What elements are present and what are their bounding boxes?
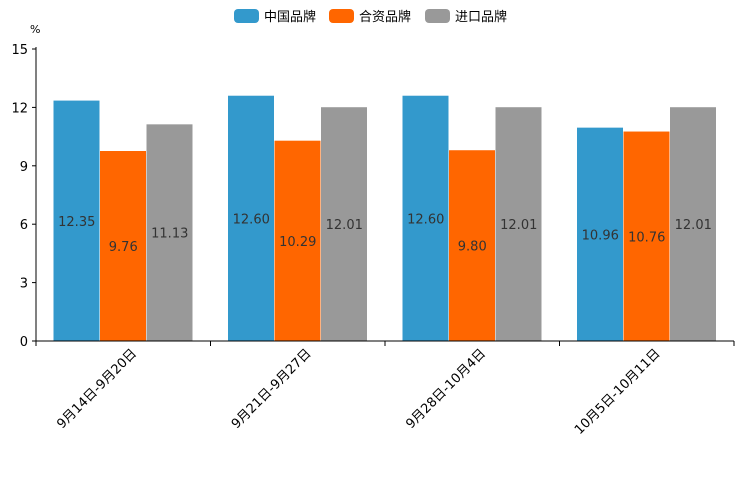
x-category-label: 9月21日-9月27日	[229, 346, 315, 432]
data-label: 12.60	[233, 212, 270, 227]
bar	[321, 107, 367, 342]
legend-swatch	[234, 9, 259, 23]
data-label: 10.29	[279, 235, 316, 250]
data-label: 12.60	[407, 212, 444, 227]
data-label: 12.01	[675, 218, 712, 233]
y-tick-label: 15	[11, 43, 28, 58]
data-label: 12.35	[58, 215, 95, 230]
legend: 中国品牌 合资品牌 进口品牌	[234, 9, 507, 25]
bar	[146, 124, 193, 341]
data-label: 11.13	[151, 227, 188, 242]
bar	[274, 140, 321, 341]
y-axis-unit: %	[30, 23, 40, 36]
bar	[402, 95, 449, 341]
x-axis: 9月14日-9月20日 9月21日-9月27日 9月28日-10月4日 10月5日-1…	[35, 340, 735, 438]
y-tick-label: 6	[20, 218, 28, 233]
legend-label: 中国品牌	[264, 9, 316, 25]
legend-swatch	[329, 9, 354, 23]
legend-item: 中国品牌	[234, 9, 316, 25]
data-label: 9.76	[109, 240, 138, 255]
bar	[449, 150, 495, 341]
y-tick-label: 9	[20, 160, 28, 175]
bar	[100, 151, 146, 341]
bar	[228, 95, 274, 341]
y-tick-label: 12	[11, 101, 28, 116]
x-category-label: 10月5日-10月11日	[572, 346, 664, 438]
bar	[495, 107, 542, 342]
data-label: 9.80	[458, 240, 487, 255]
bars: 12.35 9.76 11.13 12.60 10.29 12.01 12.60 9.80 12…	[53, 95, 716, 342]
data-label: 12.01	[500, 218, 537, 233]
x-category-label: 9月14日-9月20日	[54, 346, 140, 432]
legend-swatch	[425, 9, 450, 23]
bar	[53, 100, 100, 341]
legend-label: 进口品牌	[455, 9, 507, 25]
legend-item: 合资品牌	[329, 9, 411, 25]
data-label: 10.76	[628, 230, 665, 245]
y-tick-label: 0	[20, 335, 28, 350]
legend-item: 进口品牌	[425, 9, 507, 25]
data-label: 10.96	[582, 228, 619, 243]
bar	[623, 131, 670, 341]
bar	[670, 107, 716, 342]
x-category-label: 9月28日-10月4日	[403, 346, 489, 432]
y-tick-label: 3	[20, 277, 28, 292]
y-axis: 0 3 6 9 12 15	[11, 43, 37, 350]
bar	[577, 127, 623, 342]
data-label: 12.01	[326, 218, 363, 233]
legend-label: 合资品牌	[359, 9, 411, 25]
